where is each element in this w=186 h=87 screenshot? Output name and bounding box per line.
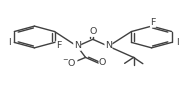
Text: O: O bbox=[99, 58, 106, 68]
Text: I: I bbox=[176, 38, 179, 47]
Text: N: N bbox=[105, 41, 112, 50]
Text: F: F bbox=[56, 41, 61, 50]
Text: O: O bbox=[89, 27, 97, 36]
Text: $^{-}$O: $^{-}$O bbox=[62, 58, 77, 68]
Text: F: F bbox=[150, 18, 156, 27]
Text: I: I bbox=[8, 38, 10, 47]
Text: N: N bbox=[74, 41, 81, 50]
